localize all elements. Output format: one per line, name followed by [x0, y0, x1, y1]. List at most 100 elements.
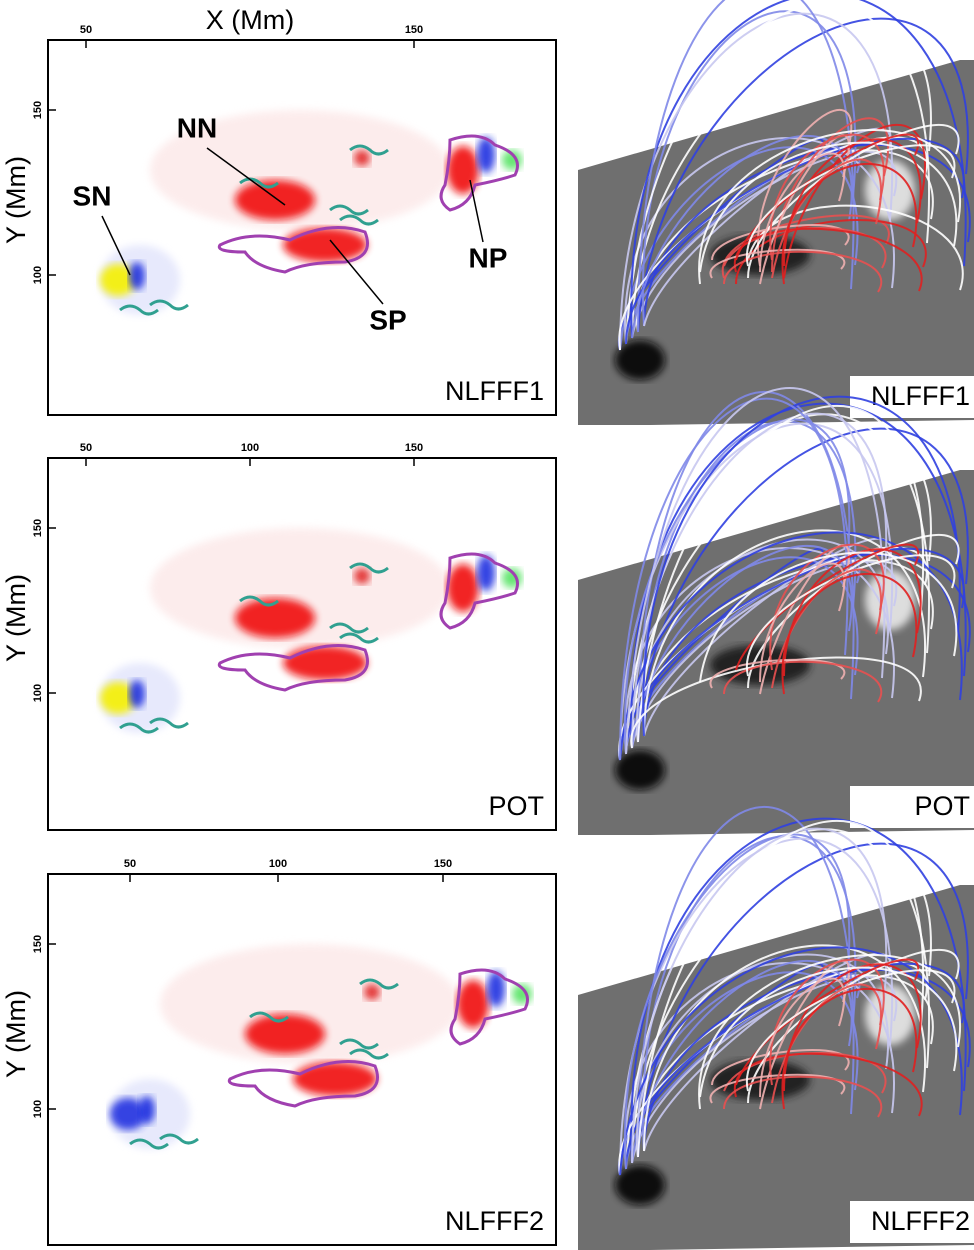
flux-blob [477, 137, 495, 173]
field-line [747, 948, 960, 1104]
flux-blob [150, 110, 450, 230]
field-line [709, 1073, 846, 1104]
field-line [699, 551, 958, 683]
field-line [631, 412, 888, 749]
flux-blob [364, 984, 380, 1000]
render-panel [578, 0, 974, 425]
field-line [781, 163, 918, 285]
sunspot [615, 340, 665, 380]
contour [239, 177, 279, 189]
field-line [747, 123, 960, 279]
field-line [631, 827, 888, 1164]
field-line [637, 0, 855, 333]
field-line [723, 250, 883, 293]
flux-blob [160, 944, 460, 1064]
field-line [721, 214, 890, 279]
flux-blob [354, 568, 370, 584]
panel-label: NLFFF1 [871, 381, 970, 411]
flux-blob [150, 528, 450, 648]
field-line [643, 529, 926, 737]
field-line [759, 562, 846, 683]
y-tick-label: 100 [32, 1100, 44, 1118]
y-axis-title: Y (Mm) [1, 156, 31, 244]
field-line [709, 658, 846, 689]
field-line [709, 248, 846, 279]
contour [439, 134, 519, 212]
field-line [631, 433, 932, 749]
render-panel [578, 387, 974, 835]
field-line [735, 133, 919, 261]
field-line [771, 158, 882, 279]
plage [865, 570, 915, 630]
field-line [781, 988, 918, 1110]
field-line [643, 944, 926, 1152]
axes-box [47, 457, 557, 831]
contour [349, 1048, 389, 1060]
flux-blob [110, 1098, 146, 1130]
contour [119, 722, 159, 734]
flux-blob [477, 555, 495, 591]
field-line [631, 975, 898, 1164]
label-box [850, 786, 974, 828]
contour [227, 1060, 379, 1108]
contour [159, 1133, 199, 1145]
panel-label: POT [488, 791, 544, 821]
label-box [850, 1201, 974, 1243]
flux-blob [129, 680, 145, 708]
field-line [735, 543, 919, 671]
map-panel [100, 110, 522, 316]
y-tick-label: 100 [32, 684, 44, 702]
y-axis-title: Y (Mm) [1, 990, 31, 1078]
contour [217, 644, 369, 692]
axes-box [47, 39, 557, 416]
field-line [699, 141, 958, 273]
field-line [698, 129, 961, 285]
plage [865, 985, 915, 1045]
plage [865, 160, 915, 220]
field-line [631, 560, 898, 749]
panel-label: NLFFF1 [445, 376, 544, 406]
flux-blob [283, 228, 367, 262]
flux-blob [100, 682, 136, 714]
leader-line [101, 215, 131, 276]
field-line [698, 954, 961, 1110]
map-panel [110, 944, 532, 1150]
sunspot [615, 750, 665, 790]
contour [339, 214, 379, 226]
x-tick-label: 100 [269, 858, 287, 870]
x-tick-label: 50 [80, 24, 92, 36]
contour [149, 299, 189, 311]
flux-blob [129, 262, 145, 290]
label-box [406, 371, 552, 411]
flux-blob [139, 1096, 155, 1124]
annotation: SP [369, 304, 406, 335]
panel-label: NLFFF2 [445, 1206, 544, 1236]
contour [249, 1011, 289, 1023]
field-line [699, 966, 958, 1098]
sunspot [615, 1165, 665, 1205]
contour [129, 1138, 169, 1150]
field-line [642, 395, 961, 737]
field-line [771, 568, 882, 689]
flux-blob [293, 1062, 377, 1096]
field-line [759, 152, 846, 273]
flux-blob [354, 150, 370, 166]
flux-blob [283, 646, 367, 680]
contour [339, 1038, 379, 1050]
field-line [735, 958, 919, 1086]
field-line [631, 23, 932, 339]
contour [329, 204, 369, 216]
leader-line [469, 179, 484, 243]
contour [349, 562, 389, 574]
field-line [625, 387, 886, 755]
y-axis-title: Y (Mm) [1, 574, 31, 662]
panel-label: NLFFF2 [871, 1206, 970, 1236]
annotation: SN [73, 180, 112, 211]
x-tick-label: 150 [405, 442, 423, 454]
field-line [619, 397, 849, 761]
x-axis-title: X (Mm) [206, 5, 294, 35]
flux-blob [457, 980, 489, 1028]
flux-blob [100, 264, 136, 296]
y-tick-label: 100 [32, 266, 44, 284]
